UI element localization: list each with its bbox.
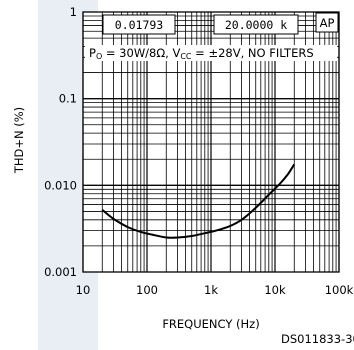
condition-v-sub: CC xyxy=(180,52,192,61)
condition-v-rest: = ±28V, NO FILTERS xyxy=(192,46,314,60)
y-axis-label: THD+N (%) xyxy=(12,107,26,174)
tick-labels: 10 100 1k 10k 100k 1 0.1 0.010 0.001 xyxy=(44,5,354,297)
x-tick-label: 100k xyxy=(325,283,354,297)
ap-logo: AP xyxy=(320,16,335,30)
test-condition-text: PO = 30W/8Ω, VCC = ±28V, NO FILTERS xyxy=(89,46,314,61)
condition-p-sub: O xyxy=(96,52,102,61)
figure-code: DS011833-30 xyxy=(281,332,354,346)
y-tick-label: 0.1 xyxy=(59,92,77,106)
readout-value-thd: 0.01793 xyxy=(115,18,164,32)
condition-p-rest: = 30W/8Ω, V xyxy=(102,46,180,60)
condition-p: P xyxy=(89,46,96,60)
y-tick-label: 0.001 xyxy=(44,265,77,279)
readout-box-frequency xyxy=(213,14,299,35)
x-tick-label: 100 xyxy=(136,283,158,297)
plot-frame xyxy=(82,11,340,273)
x-tick-label: 10k xyxy=(264,283,286,297)
x-tick-label: 1k xyxy=(204,283,218,297)
readout-value-frequency: 20.0000 k xyxy=(225,18,287,32)
x-axis-label: FREQUENCY (Hz) xyxy=(162,317,259,331)
ap-logo-box xyxy=(315,12,339,33)
readout-box-thd xyxy=(102,14,176,35)
y-tick-label: 0.010 xyxy=(44,178,77,192)
thd-curve xyxy=(101,163,296,239)
condition-band xyxy=(85,45,337,61)
y-tick-label: 1 xyxy=(70,5,77,19)
x-tick-label: 10 xyxy=(76,283,91,297)
